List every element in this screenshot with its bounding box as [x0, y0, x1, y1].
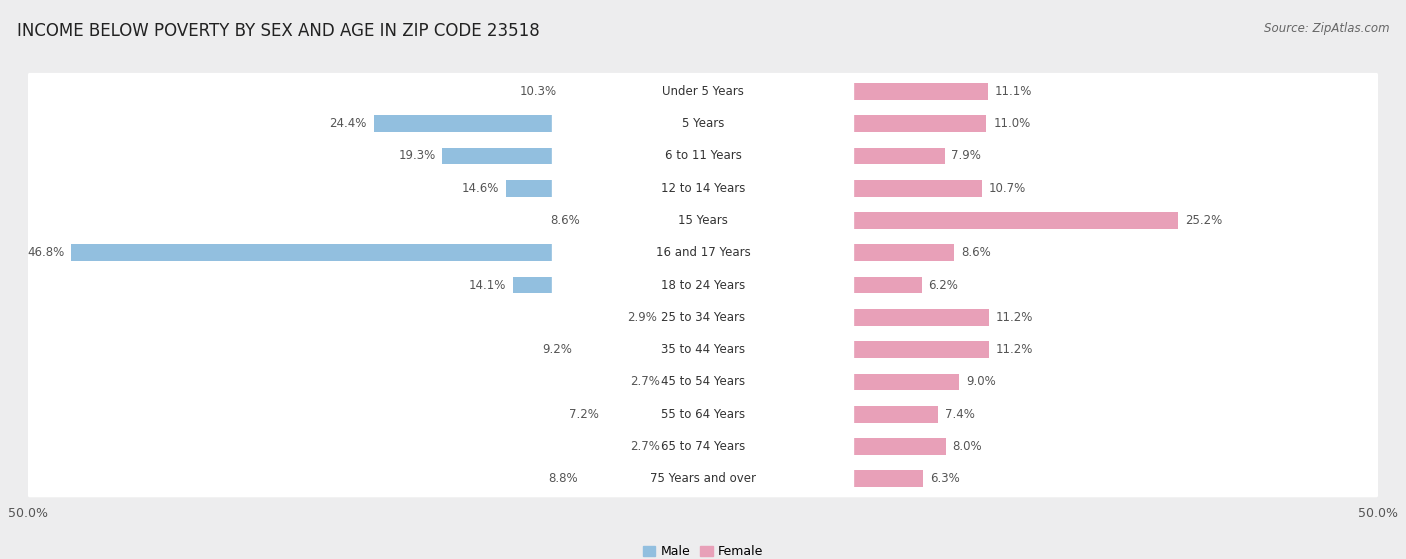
FancyBboxPatch shape [551, 268, 855, 302]
FancyBboxPatch shape [28, 461, 1378, 498]
FancyBboxPatch shape [551, 300, 855, 335]
Text: 18 to 24 Years: 18 to 24 Years [661, 278, 745, 292]
FancyBboxPatch shape [28, 170, 1378, 207]
FancyBboxPatch shape [551, 170, 855, 206]
Bar [443, 148, 568, 164]
Text: 10.3%: 10.3% [520, 85, 557, 98]
Bar [564, 83, 568, 100]
Bar [838, 148, 945, 164]
Text: 12 to 14 Years: 12 to 14 Years [661, 182, 745, 195]
Text: 11.2%: 11.2% [995, 311, 1033, 324]
FancyBboxPatch shape [28, 202, 1378, 239]
Text: 15 Years: 15 Years [678, 214, 728, 227]
Legend: Male, Female: Male, Female [643, 545, 763, 558]
FancyBboxPatch shape [28, 331, 1378, 368]
Text: 8.0%: 8.0% [953, 440, 983, 453]
Text: 65 to 74 Years: 65 to 74 Years [661, 440, 745, 453]
Bar [838, 406, 938, 423]
Text: Under 5 Years: Under 5 Years [662, 85, 744, 98]
FancyBboxPatch shape [28, 396, 1378, 433]
FancyBboxPatch shape [28, 138, 1378, 174]
Bar [374, 115, 568, 132]
Text: Source: ZipAtlas.com: Source: ZipAtlas.com [1264, 22, 1389, 35]
FancyBboxPatch shape [551, 332, 855, 367]
Text: 19.3%: 19.3% [398, 149, 436, 163]
FancyBboxPatch shape [551, 235, 855, 270]
Text: 8.6%: 8.6% [960, 247, 991, 259]
Bar [838, 277, 922, 293]
Text: 25.2%: 25.2% [1185, 214, 1222, 227]
Text: 25 to 34 Years: 25 to 34 Years [661, 311, 745, 324]
Bar [838, 180, 983, 197]
Text: 10.7%: 10.7% [990, 182, 1026, 195]
FancyBboxPatch shape [28, 73, 1378, 110]
FancyBboxPatch shape [551, 106, 855, 141]
Bar [513, 277, 568, 293]
Text: 55 to 64 Years: 55 to 64 Years [661, 408, 745, 421]
FancyBboxPatch shape [551, 397, 855, 432]
FancyBboxPatch shape [551, 429, 855, 464]
FancyBboxPatch shape [28, 105, 1378, 142]
Text: 6.3%: 6.3% [929, 472, 959, 485]
Bar [838, 309, 990, 326]
Text: 2.7%: 2.7% [630, 440, 659, 453]
Bar [838, 244, 955, 261]
Bar [72, 244, 568, 261]
FancyBboxPatch shape [551, 364, 855, 400]
Text: 9.0%: 9.0% [966, 376, 995, 389]
Text: 6 to 11 Years: 6 to 11 Years [665, 149, 741, 163]
FancyBboxPatch shape [551, 461, 855, 496]
Text: INCOME BELOW POVERTY BY SEX AND AGE IN ZIP CODE 23518: INCOME BELOW POVERTY BY SEX AND AGE IN Z… [17, 22, 540, 40]
Text: 7.4%: 7.4% [945, 408, 974, 421]
Text: 45 to 54 Years: 45 to 54 Years [661, 376, 745, 389]
Text: 11.1%: 11.1% [994, 85, 1032, 98]
Bar [838, 115, 987, 132]
FancyBboxPatch shape [551, 74, 855, 109]
Text: 8.6%: 8.6% [550, 214, 581, 227]
Text: 2.7%: 2.7% [630, 376, 659, 389]
Text: 35 to 44 Years: 35 to 44 Years [661, 343, 745, 356]
FancyBboxPatch shape [28, 428, 1378, 465]
FancyBboxPatch shape [28, 363, 1378, 400]
FancyBboxPatch shape [28, 234, 1378, 271]
Text: 9.2%: 9.2% [543, 343, 572, 356]
Text: 11.2%: 11.2% [995, 343, 1033, 356]
Text: 11.0%: 11.0% [993, 117, 1031, 130]
FancyBboxPatch shape [551, 139, 855, 173]
Text: 14.6%: 14.6% [461, 182, 499, 195]
Bar [506, 180, 568, 197]
Text: 24.4%: 24.4% [329, 117, 367, 130]
Bar [838, 83, 988, 100]
Text: 2.9%: 2.9% [627, 311, 657, 324]
Text: 75 Years and over: 75 Years and over [650, 472, 756, 485]
Text: 14.1%: 14.1% [468, 278, 506, 292]
Text: 5 Years: 5 Years [682, 117, 724, 130]
Bar [838, 212, 1178, 229]
FancyBboxPatch shape [28, 267, 1378, 304]
Text: 46.8%: 46.8% [27, 247, 65, 259]
FancyBboxPatch shape [551, 203, 855, 238]
Bar [838, 438, 946, 455]
Text: 7.9%: 7.9% [952, 149, 981, 163]
Bar [838, 471, 922, 487]
Text: 6.2%: 6.2% [928, 278, 959, 292]
Text: 8.8%: 8.8% [548, 472, 578, 485]
Text: 7.2%: 7.2% [569, 408, 599, 421]
FancyBboxPatch shape [28, 299, 1378, 336]
Text: 16 and 17 Years: 16 and 17 Years [655, 247, 751, 259]
Bar [838, 373, 959, 390]
Bar [838, 342, 990, 358]
